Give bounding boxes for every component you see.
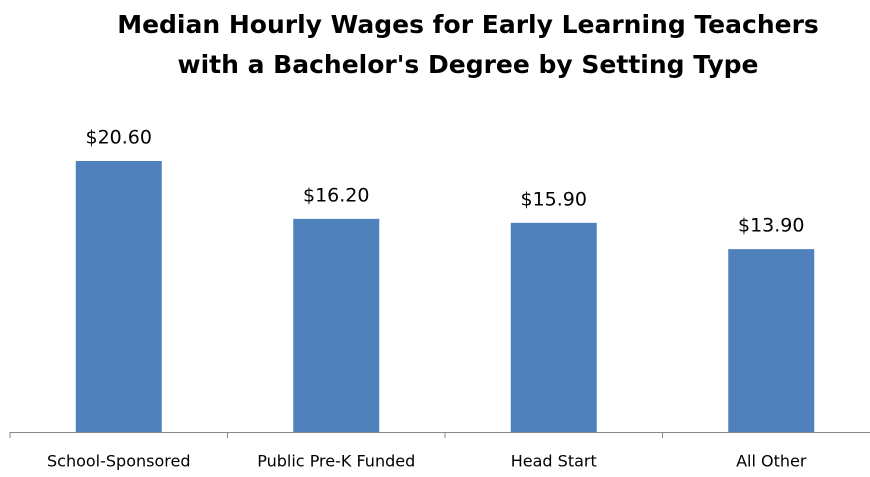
data-label: $20.60 [86, 127, 152, 149]
x-tick-label: Head Start [511, 452, 597, 471]
bar [728, 249, 815, 432]
x-tick-label: Public Pre-K Funded [257, 452, 415, 471]
x-tick-label: All Other [736, 452, 807, 471]
data-label: $13.90 [738, 215, 804, 237]
data-label: $15.90 [521, 188, 587, 210]
chart-title: with a Bachelor's Degree by Setting Type [177, 50, 758, 79]
bar [75, 161, 162, 432]
chart-title: Median Hourly Wages for Early Learning T… [117, 10, 819, 39]
bar [293, 218, 380, 432]
data-label: $16.20 [303, 184, 369, 206]
x-tick-label: School-Sponsored [47, 452, 190, 471]
bar [510, 222, 597, 432]
